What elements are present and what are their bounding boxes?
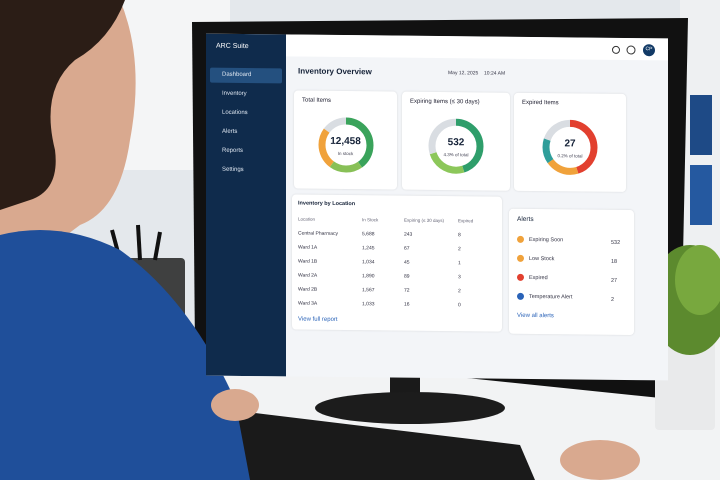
nav-item[interactable]: Inventory — [222, 90, 247, 98]
alert-count: 532 — [611, 239, 621, 246]
date: May 12, 2025 — [448, 70, 479, 77]
donut-segment — [542, 119, 598, 175]
alert-icon — [517, 292, 524, 300]
alert-count: 2 — [611, 296, 615, 303]
table-cell: 67 — [404, 245, 410, 252]
table-cell: 243 — [404, 231, 413, 238]
table-cell: 1 — [458, 260, 461, 267]
donut-segment — [428, 118, 484, 174]
table-cell: Ward 3A — [298, 300, 318, 307]
table-cell: Ward 1A — [298, 244, 318, 251]
alert-count: 27 — [611, 277, 618, 284]
alert-label: Temperature Alert — [529, 293, 573, 301]
donut — [318, 117, 373, 173]
column-header: In Stock — [362, 217, 379, 223]
table-cell: 3 — [458, 274, 461, 281]
donut — [542, 119, 598, 175]
alert-label: Low Stock — [529, 255, 555, 263]
alerts-title: Alerts — [517, 215, 534, 224]
table-cell: 16 — [404, 301, 410, 308]
table-cell: 1,890 — [362, 273, 375, 280]
table-cell: Ward 1B — [298, 258, 318, 265]
table-cell: 5,688 — [362, 231, 375, 238]
view-all-alerts[interactable]: View all alerts — [517, 312, 554, 320]
table-cell: Central Pharmacy — [298, 230, 339, 237]
user-initials[interactable]: CP — [645, 46, 653, 53]
table-cell: 1,033 — [362, 301, 375, 308]
card-title: Total Items — [302, 97, 332, 104]
card-value: 532 — [447, 137, 465, 149]
screen: ARC Suite Dashboard Inventory Locations Ale… — [206, 33, 668, 381]
card-caption: 0.2% of total — [557, 153, 583, 159]
nav-item[interactable]: Dashboard — [210, 67, 282, 84]
sidebar: ARC Suite Dashboard Inventory Locations Ale… — [206, 33, 286, 377]
card-value: 27 — [564, 138, 576, 150]
alert-count: 18 — [611, 258, 618, 265]
donut-segment — [318, 117, 373, 173]
time: 10:24 AM — [484, 70, 506, 77]
table-cell: 45 — [404, 259, 410, 266]
table-cell: 89 — [404, 273, 410, 280]
table-cell: Ward 2B — [298, 286, 318, 293]
card-caption: In stock — [337, 150, 354, 157]
alert-label: Expired — [529, 274, 548, 282]
column-header: Location — [298, 216, 316, 222]
top-icons — [612, 44, 655, 57]
donut-segment — [428, 118, 484, 174]
table-panel: Inventory by Location Location In Stock Ex… — [292, 194, 502, 332]
card-caption: 4.3% of total — [443, 152, 469, 158]
table-cell: 1,034 — [362, 259, 375, 266]
alert-icon — [517, 254, 524, 262]
card-title: Expiring Items (≤ 30 days) — [410, 98, 480, 106]
column-header: Expiring (≤ 30 days) — [404, 217, 444, 224]
stat-card: Total Items 12,458 In stock — [294, 90, 397, 190]
nav-item[interactable]: Locations — [222, 109, 248, 117]
app-name: ARC Suite — [216, 42, 249, 51]
page-title: Inventory Overview — [298, 66, 372, 77]
table-cell: 72 — [404, 287, 410, 294]
alerts-panel: Alerts Expiring Soon 532 Low Stock 18 Expire… — [509, 208, 634, 336]
nav-item[interactable]: Reports — [222, 147, 244, 154]
table-cell: 8 — [458, 232, 461, 239]
alert-label: Expiring Soon — [529, 236, 564, 244]
donut-segment — [318, 117, 373, 173]
alert-icon — [517, 235, 524, 243]
donut-segment — [542, 119, 598, 175]
card-title: Expired Items — [522, 99, 559, 107]
table-title: Inventory by Location — [298, 200, 356, 208]
card-value: 12,458 — [330, 135, 361, 148]
column-header: Expired — [458, 218, 474, 224]
table-cell: Ward 2A — [298, 272, 318, 279]
donut-segment — [318, 117, 373, 173]
table-cell: 2 — [458, 288, 461, 295]
table-cell: 0 — [458, 302, 461, 309]
nav-item[interactable]: Settings — [222, 166, 244, 173]
table-cell: 1,245 — [362, 245, 375, 252]
alert-icon — [517, 273, 524, 281]
stat-card: Expiring Items (≤ 30 days) 532 4.3% of tot… — [402, 91, 510, 191]
donut-segment — [542, 119, 598, 175]
table-cell: 2 — [458, 246, 461, 253]
donut — [428, 118, 484, 174]
nav-item[interactable]: Alerts — [222, 128, 238, 135]
table-cell: 1,567 — [362, 287, 375, 294]
view-full-report[interactable]: View full report — [298, 316, 338, 323]
stat-card: Expired Items 27 0.2% of total — [514, 92, 626, 192]
